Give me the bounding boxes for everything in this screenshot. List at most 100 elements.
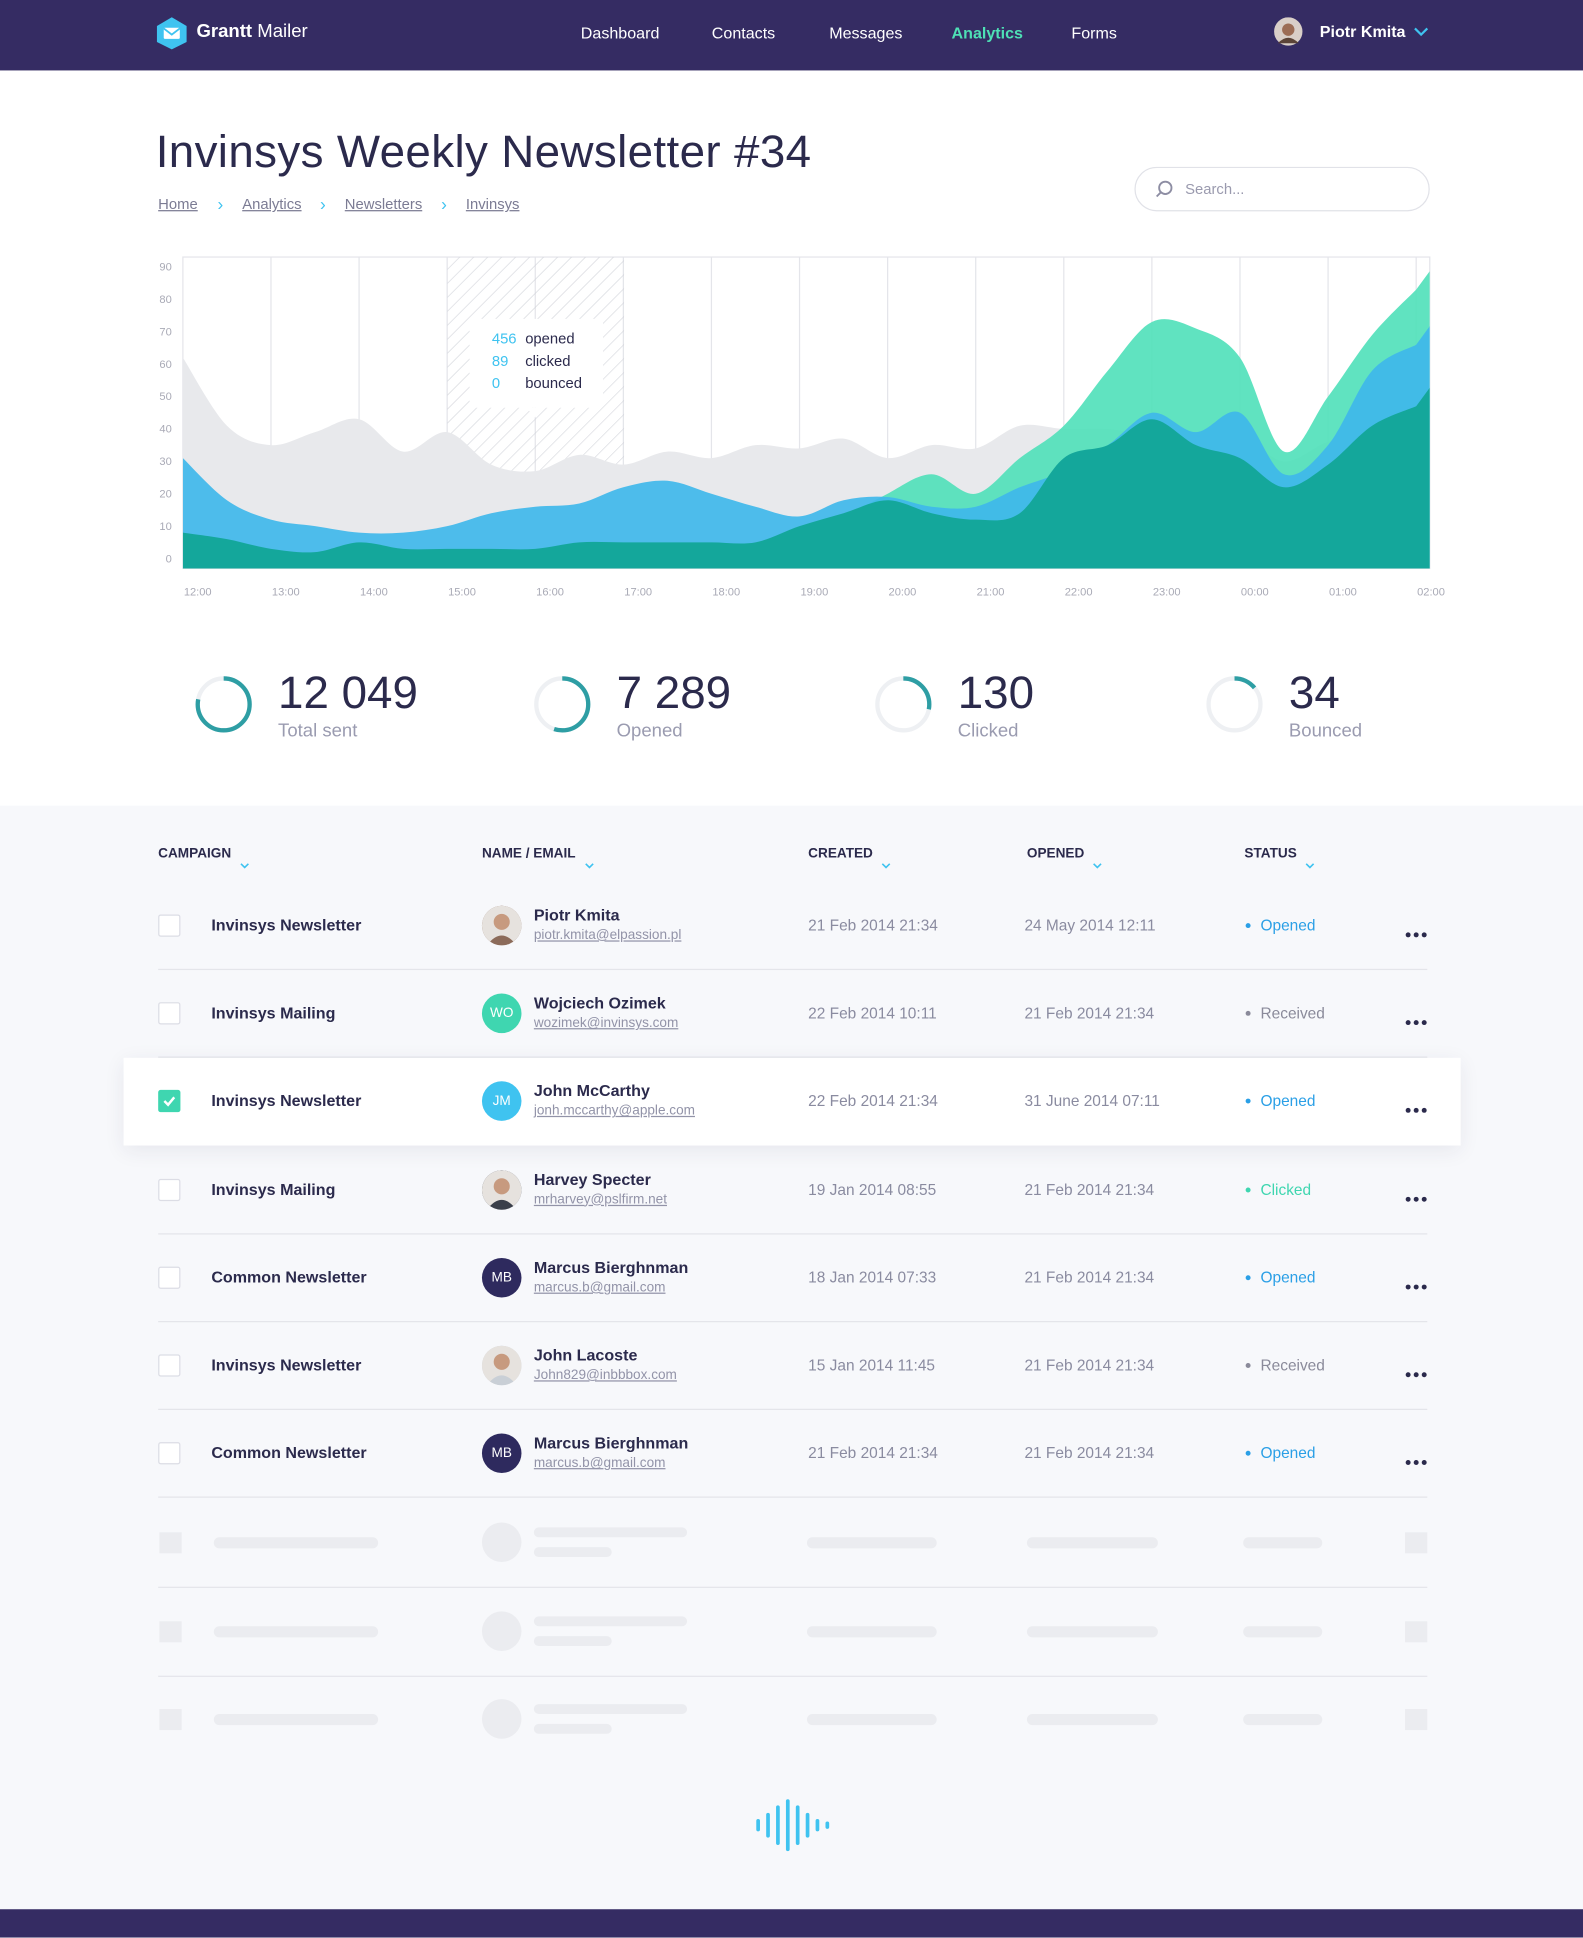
skeleton-bar <box>806 1625 937 1637</box>
y-tick-label: 60 <box>159 359 171 371</box>
row-menu[interactable] <box>1405 1098 1430 1114</box>
stat-value: 34 <box>1288 667 1340 718</box>
x-tick-label: 00:00 <box>1241 587 1269 599</box>
menu-item[interactable]: Messages <box>829 23 903 43</box>
skeleton-menu <box>1405 1620 1428 1642</box>
avatar: MB <box>481 1257 522 1298</box>
status-dot <box>1245 1187 1251 1192</box>
checkbox[interactable] <box>158 1442 181 1465</box>
breadcrumb[interactable]: Home <box>158 195 198 213</box>
contact-email[interactable]: jonh.mccarthy@apple.com <box>533 1104 695 1119</box>
dots <box>1405 1020 1427 1026</box>
skeleton-bar <box>213 1625 379 1637</box>
column-header[interactable]: STATUS <box>1244 846 1297 862</box>
row-menu[interactable] <box>1405 1274 1430 1290</box>
breadcrumb[interactable]: Invinsys <box>465 195 520 213</box>
status-dot <box>1245 1099 1251 1105</box>
contact-email[interactable]: John829@inbbbox.com <box>533 1367 677 1383</box>
skeleton-checkbox <box>159 1709 182 1731</box>
sort-chevron <box>882 853 891 869</box>
stat-label: Total sent <box>278 720 358 742</box>
y-tick-label: 30 <box>159 456 171 468</box>
search-box[interactable]: Search... <box>1134 166 1430 212</box>
campaign: Invinsys Newsletter <box>211 1091 362 1111</box>
checkbox[interactable] <box>158 1002 181 1025</box>
status: Opened <box>1260 1444 1316 1463</box>
opened-date: 21 Feb 2014 21:34 <box>1024 1004 1155 1023</box>
skeleton-bar <box>1026 1713 1158 1726</box>
chevron <box>882 863 891 869</box>
brand-name: Grantt <box>196 21 253 43</box>
avatar-photo <box>481 1345 522 1386</box>
avatar: WO <box>481 993 522 1034</box>
column-header[interactable]: NAME / EMAIL <box>481 846 576 862</box>
contact-name: Harvey Specter <box>533 1169 651 1189</box>
contact-email[interactable]: piotr.kmita@elpassion.pl <box>533 928 682 943</box>
menu-item[interactable]: Dashboard <box>580 23 660 43</box>
row-menu[interactable] <box>1405 1362 1430 1378</box>
stat-ring-svg <box>875 676 932 733</box>
row-menu[interactable] <box>1405 1186 1430 1202</box>
checkbox[interactable] <box>158 1266 181 1289</box>
checkbox[interactable] <box>158 1090 181 1113</box>
campaign: Invinsys Mailing <box>211 1003 336 1023</box>
search-icon <box>1156 180 1173 198</box>
brand[interactable]: Grantt Mailer <box>196 21 307 42</box>
campaign: Invinsys Newsletter <box>211 1355 362 1375</box>
column-header[interactable]: CREATED <box>808 846 873 862</box>
status: Opened <box>1260 1092 1316 1111</box>
tooltip-box <box>469 318 604 408</box>
campaign: Common Newsletter <box>211 1267 367 1287</box>
skeleton-checkbox <box>159 1532 182 1554</box>
y-tick-label: 70 <box>159 326 171 338</box>
stat-ring <box>1206 676 1263 733</box>
chevron <box>240 863 250 869</box>
stat-value: 7 289 <box>616 667 732 718</box>
row-menu[interactable] <box>1405 1450 1430 1466</box>
dots <box>1405 932 1427 938</box>
menu-item[interactable]: Analytics <box>951 23 1023 43</box>
checkbox[interactable] <box>158 914 181 937</box>
y-tick-label: 10 <box>159 521 171 533</box>
avatar-initials: WO <box>489 1006 514 1021</box>
checkbox[interactable] <box>158 1178 181 1201</box>
menu-item[interactable]: Forms <box>1071 23 1117 43</box>
logo-icon[interactable] <box>156 16 188 51</box>
x-tick-label: 16:00 <box>536 587 564 599</box>
user-name[interactable]: Piotr Kmita <box>1319 22 1406 41</box>
user-chevron[interactable] <box>1414 27 1429 37</box>
skeleton-bar <box>1243 1537 1323 1549</box>
nav-bar <box>0 0 1583 71</box>
column-header[interactable]: CAMPAIGN <box>158 846 232 862</box>
chevron <box>1306 863 1315 869</box>
breadcrumb-separator: › <box>217 194 224 214</box>
created-date: 18 Jan 2014 07:33 <box>808 1268 937 1287</box>
x-tick-label: 19:00 <box>800 587 828 599</box>
checkbox[interactable] <box>158 1354 181 1377</box>
row-divider <box>158 1586 1428 1588</box>
tooltip-label: opened <box>525 332 574 348</box>
opened-date: 24 May 2014 12:11 <box>1024 916 1156 935</box>
user-avatar[interactable] <box>1274 17 1303 46</box>
contact-email[interactable]: mrharvey@pslfirm.net <box>533 1191 667 1207</box>
sort-chevron <box>584 853 594 869</box>
column-header[interactable]: OPENED <box>1026 846 1085 862</box>
row-menu[interactable] <box>1405 1010 1430 1026</box>
menu-item[interactable]: Contacts <box>711 23 776 43</box>
breadcrumb[interactable]: Analytics <box>242 195 302 213</box>
avatar-photo <box>481 1169 522 1210</box>
stat-ring-svg <box>534 676 591 733</box>
row-divider <box>158 1056 1428 1059</box>
check-mark <box>163 1097 176 1108</box>
contact-email[interactable]: wozimek@invinsys.com <box>533 1016 679 1031</box>
row-divider <box>158 1320 1428 1323</box>
opened-date: 21 Feb 2014 21:34 <box>1024 1268 1155 1287</box>
contact-email[interactable]: marcus.b@gmail.com <box>533 1455 666 1471</box>
campaign: Invinsys Mailing <box>211 1179 336 1199</box>
x-tick-label: 18:00 <box>712 587 740 599</box>
row-divider <box>158 968 1428 971</box>
row-menu[interactable] <box>1405 922 1430 938</box>
area <box>182 387 1430 569</box>
breadcrumb[interactable]: Newsletters <box>344 195 423 213</box>
contact-email[interactable]: marcus.b@gmail.com <box>533 1279 666 1295</box>
